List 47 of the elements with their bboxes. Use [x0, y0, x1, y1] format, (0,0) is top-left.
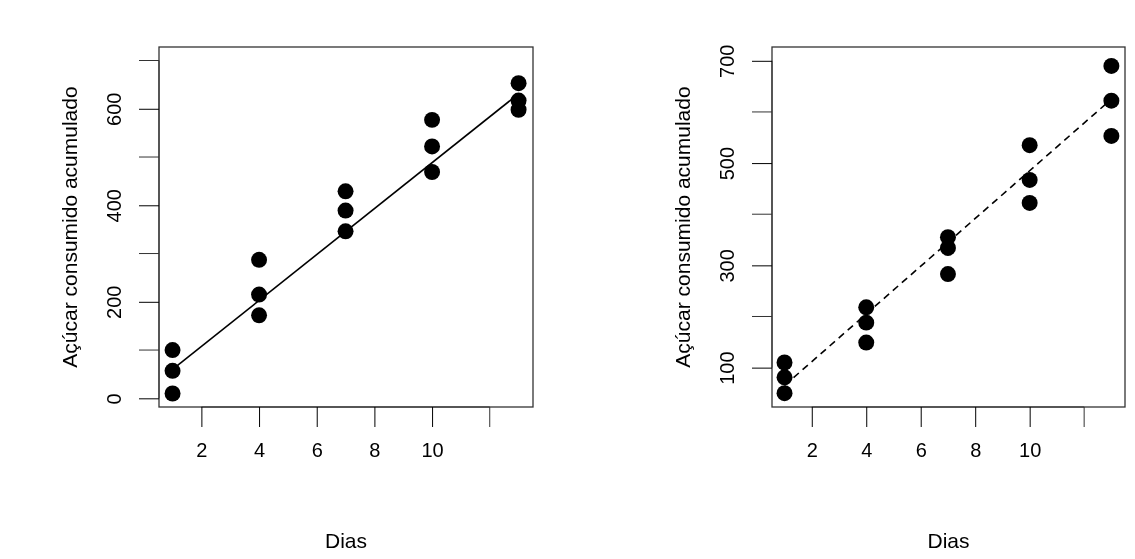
point	[776, 369, 793, 386]
y-tick-label: 500	[716, 146, 738, 181]
x-tick-label: 2	[196, 439, 208, 462]
point	[776, 354, 793, 371]
y-tick-label: 200	[103, 285, 125, 319]
point	[510, 75, 527, 92]
point	[939, 240, 956, 256]
point	[1103, 128, 1120, 144]
y-tick-label: 300	[716, 249, 738, 283]
point	[424, 138, 441, 155]
y-axis-title: Açúcar consumido acumulado	[671, 86, 694, 368]
y-tick-label: 700	[716, 44, 738, 78]
point	[251, 307, 268, 324]
point	[1021, 171, 1038, 188]
point	[337, 202, 354, 219]
point	[424, 164, 441, 180]
x-tick-label: 10	[421, 439, 444, 462]
x-tick-label: 4	[861, 439, 873, 462]
point	[1021, 195, 1038, 211]
point	[858, 334, 875, 351]
x-tick-label: 2	[806, 439, 818, 462]
point	[164, 362, 181, 379]
y-tick-label: 400	[103, 189, 125, 223]
point	[1103, 92, 1120, 109]
y-tick-label: 600	[103, 92, 125, 126]
x-tick-label: 8	[369, 439, 381, 462]
point	[251, 251, 268, 268]
x-tick-label: 8	[970, 439, 982, 462]
x-tick-label: 6	[311, 439, 323, 462]
point	[337, 183, 354, 200]
x-tick-label: 10	[1019, 439, 1042, 462]
point	[939, 266, 956, 283]
y-tick-label: 100	[716, 351, 738, 385]
point	[164, 342, 181, 359]
point	[1103, 57, 1120, 74]
point	[776, 385, 793, 402]
x-axis-title: Dias	[927, 529, 970, 552]
x-tick-label: 6	[915, 439, 927, 462]
x-axis-title: Dias	[324, 529, 368, 552]
point	[424, 111, 441, 128]
x-tick-label: 4	[254, 439, 266, 462]
point	[164, 385, 181, 402]
point	[1021, 137, 1038, 154]
point	[858, 299, 875, 316]
y-tick-label: 0	[103, 393, 125, 405]
y-axis-title: Açúcar consumido acumulado	[58, 86, 81, 368]
point	[858, 314, 875, 331]
